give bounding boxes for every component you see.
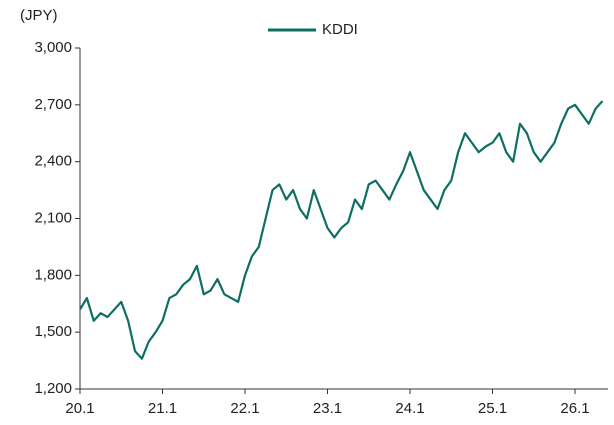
x-tick-label: 22.1 — [230, 400, 259, 417]
line-series — [79, 100, 604, 360]
y-tick-label: 2,400 — [34, 153, 72, 170]
y-axis-label: (JPY) — [20, 7, 58, 24]
y-tick-label: 1,800 — [34, 266, 72, 283]
x-tick-label: 26.1 — [560, 400, 589, 417]
y-tick-label: 3,000 — [34, 39, 72, 56]
x-tick-label: 20.1 — [65, 400, 94, 417]
y-tick-label: 1,200 — [34, 380, 72, 397]
y-tick-label: 2,700 — [34, 96, 72, 113]
x-tick-label: 24.1 — [395, 400, 424, 417]
x-tick-label: 23.1 — [313, 400, 342, 417]
legend-label: KDDI — [322, 21, 358, 38]
x-tick-label: 25.1 — [478, 400, 507, 417]
x-tick-label: 21.1 — [148, 400, 177, 417]
y-tick-label: 1,500 — [34, 323, 72, 340]
y-tick-label: 2,100 — [34, 209, 72, 226]
